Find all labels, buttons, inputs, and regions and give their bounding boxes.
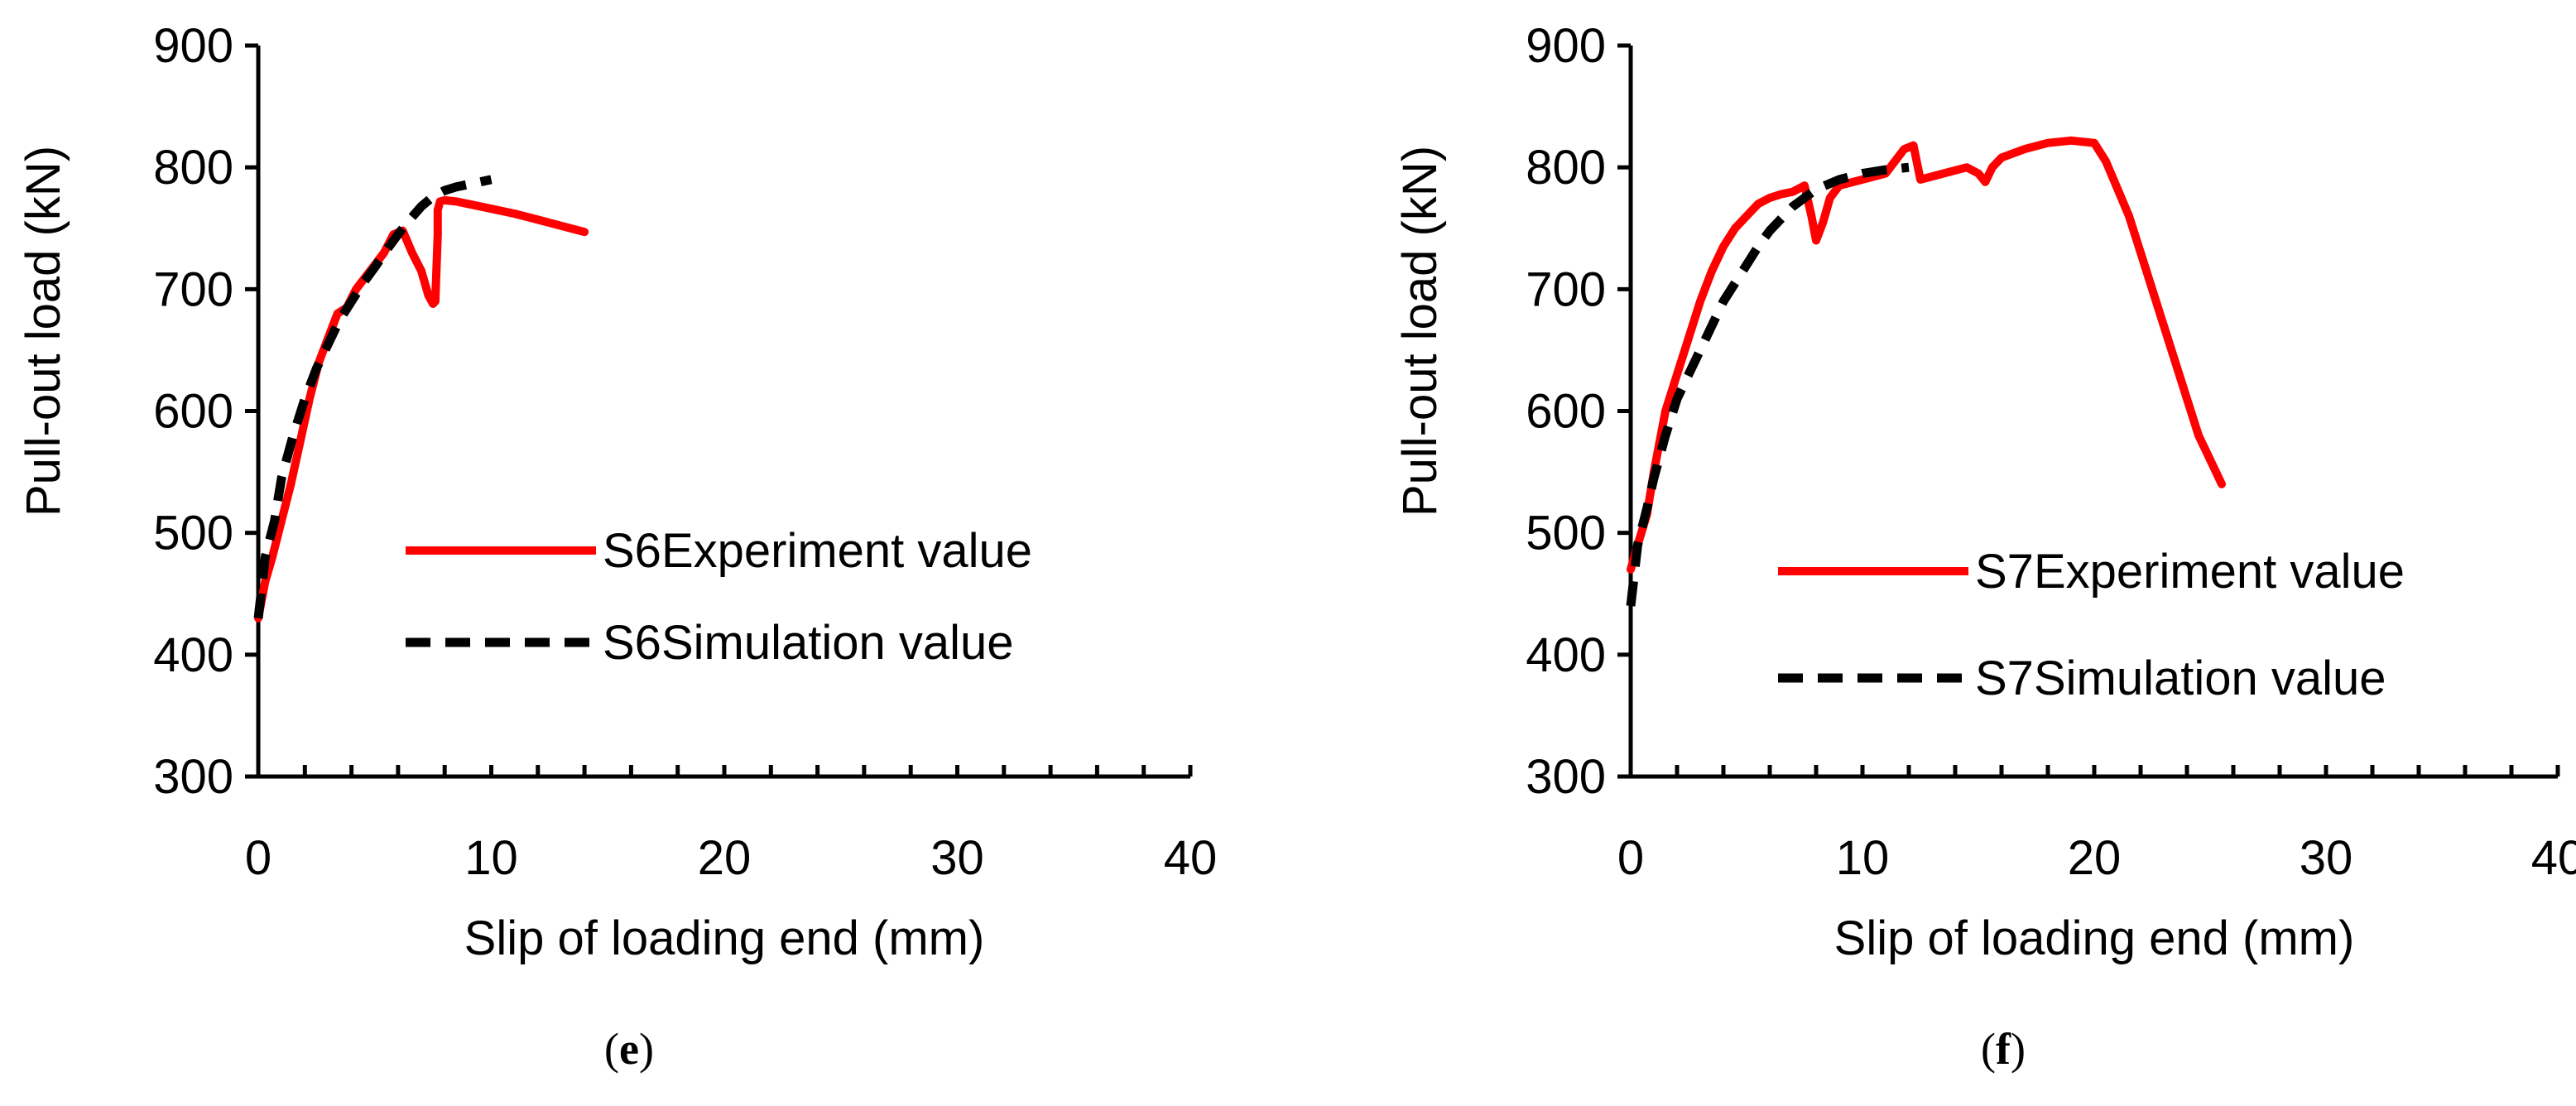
chart-panel-f: 300 400 500 600 700 800 900 0 10 20 30 40 S7Experim… [1393, 19, 2576, 1074]
series-layer-f [1626, 136, 2226, 607]
x-tick-label-f: 0 [1617, 831, 1644, 885]
x-tick-label-e: 40 [1164, 831, 1218, 885]
x-tick-label-f: 40 [2531, 831, 2576, 885]
y-tick-label-e: 800 [153, 141, 233, 195]
legend-label-f-0: S7Experiment value [1975, 545, 2405, 599]
panel-label-e: (e) [604, 1024, 654, 1074]
axes-e: 300 400 500 600 700 800 900 0 10 20 30 40 [153, 19, 1217, 885]
y-tick-label-f: 500 [1526, 507, 1606, 560]
y-tick-label-e: 900 [153, 19, 233, 73]
legend-f: S7Experiment value S7Simulation value [1778, 545, 2405, 705]
y-tick-label-f: 900 [1526, 19, 1606, 73]
y-tick-label-e: 500 [153, 507, 233, 560]
chart-panel-e: 300 400 500 600 700 800 900 0 10 20 30 40 S6Experim… [17, 19, 1217, 1074]
x-tick-label-e: 20 [698, 831, 752, 885]
y-tick-label-f: 800 [1526, 141, 1606, 195]
series-layer-e [253, 175, 589, 623]
series-line-f-experiment [1627, 136, 2226, 574]
y-tick-label-e: 300 [153, 750, 233, 804]
series-line-e-experiment [254, 195, 589, 623]
x-axis-title-f: Slip of loading end (mm) [1834, 911, 2355, 965]
y-tick-label-e: 700 [153, 262, 233, 316]
y-tick-label-f: 300 [1526, 750, 1606, 804]
legend-label-f-1: S7Simulation value [1975, 652, 2386, 705]
x-tick-label-f: 30 [2300, 831, 2353, 885]
series-line-f-simulation [1626, 162, 1910, 607]
y-tick-label-f: 600 [1526, 385, 1606, 439]
y-axis-title-f: Pull-out load (kN) [1393, 146, 1447, 517]
legend-label-e-0: S6Experiment value [603, 524, 1032, 578]
x-tick-label-e: 0 [245, 831, 272, 885]
x-tick-label-e: 10 [464, 831, 518, 885]
y-axis-title-e: Pull-out load (kN) [17, 146, 70, 517]
x-tick-label-f: 20 [2068, 831, 2122, 885]
y-tick-label-e: 600 [153, 385, 233, 439]
panel-label-f: (f) [1981, 1024, 2026, 1074]
panel-label-e-letter: e [619, 1024, 639, 1074]
panel-label-f-letter: f [1996, 1024, 2011, 1074]
y-tick-label-f: 700 [1526, 262, 1606, 316]
axes-f: 300 400 500 600 700 800 900 0 10 20 30 40 [1526, 19, 2576, 885]
legend-label-e-1: S6Simulation value [603, 616, 1014, 670]
y-tick-label-e: 400 [153, 628, 233, 682]
x-axis-title-e: Slip of loading end (mm) [464, 911, 985, 965]
legend-e: S6Experiment value S6Simulation value [406, 524, 1032, 670]
x-tick-label-e: 30 [930, 831, 984, 885]
x-tick-label-f: 10 [1836, 831, 1890, 885]
y-tick-label-f: 400 [1526, 628, 1606, 682]
